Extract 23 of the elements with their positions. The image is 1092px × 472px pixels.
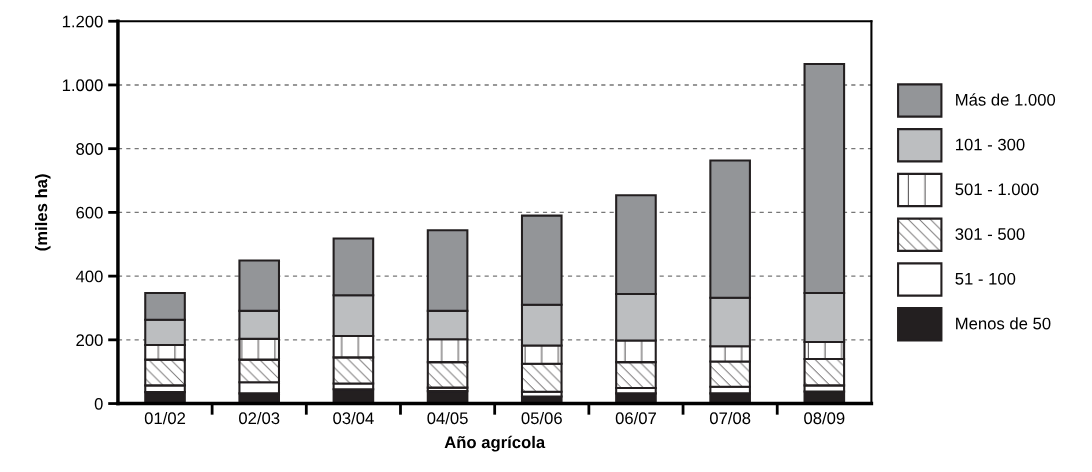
x-axis-title: Año agrícola — [444, 435, 546, 452]
y-tick-label: 600 — [76, 206, 103, 219]
x-tick-label: 03/04 — [333, 411, 374, 425]
legend-label: 101 - 300 — [956, 138, 1025, 151]
y-tick-label: 1.200 — [62, 15, 103, 28]
legend-label: Menos de 50 — [956, 317, 1051, 330]
y-tick-label: 200 — [76, 334, 103, 347]
x-tick-label: 02/03 — [239, 411, 280, 425]
y-tick-label: 1.000 — [62, 79, 103, 92]
x-tick-label: 06/07 — [615, 411, 656, 425]
y-axis-title: (miles ha) — [35, 174, 51, 251]
legend-label: 501 - 1.000 — [955, 183, 1039, 196]
legend-label: 301 - 500 — [955, 228, 1025, 240]
legend-label: 51 - 100 — [955, 272, 1016, 285]
x-tick-label: 05/06 — [521, 411, 562, 425]
x-tick-label: 08/09 — [804, 411, 845, 425]
x-tick-label: 07/08 — [709, 411, 751, 425]
x-tick-label: 04/05 — [427, 411, 468, 425]
y-tick-label: 400 — [75, 270, 103, 283]
y-tick-label: 800 — [76, 143, 103, 155]
x-tick-label: 01/02 — [144, 411, 186, 425]
legend-label: Más de 1.000 — [956, 93, 1056, 106]
y-tick-label: 0 — [94, 397, 103, 410]
